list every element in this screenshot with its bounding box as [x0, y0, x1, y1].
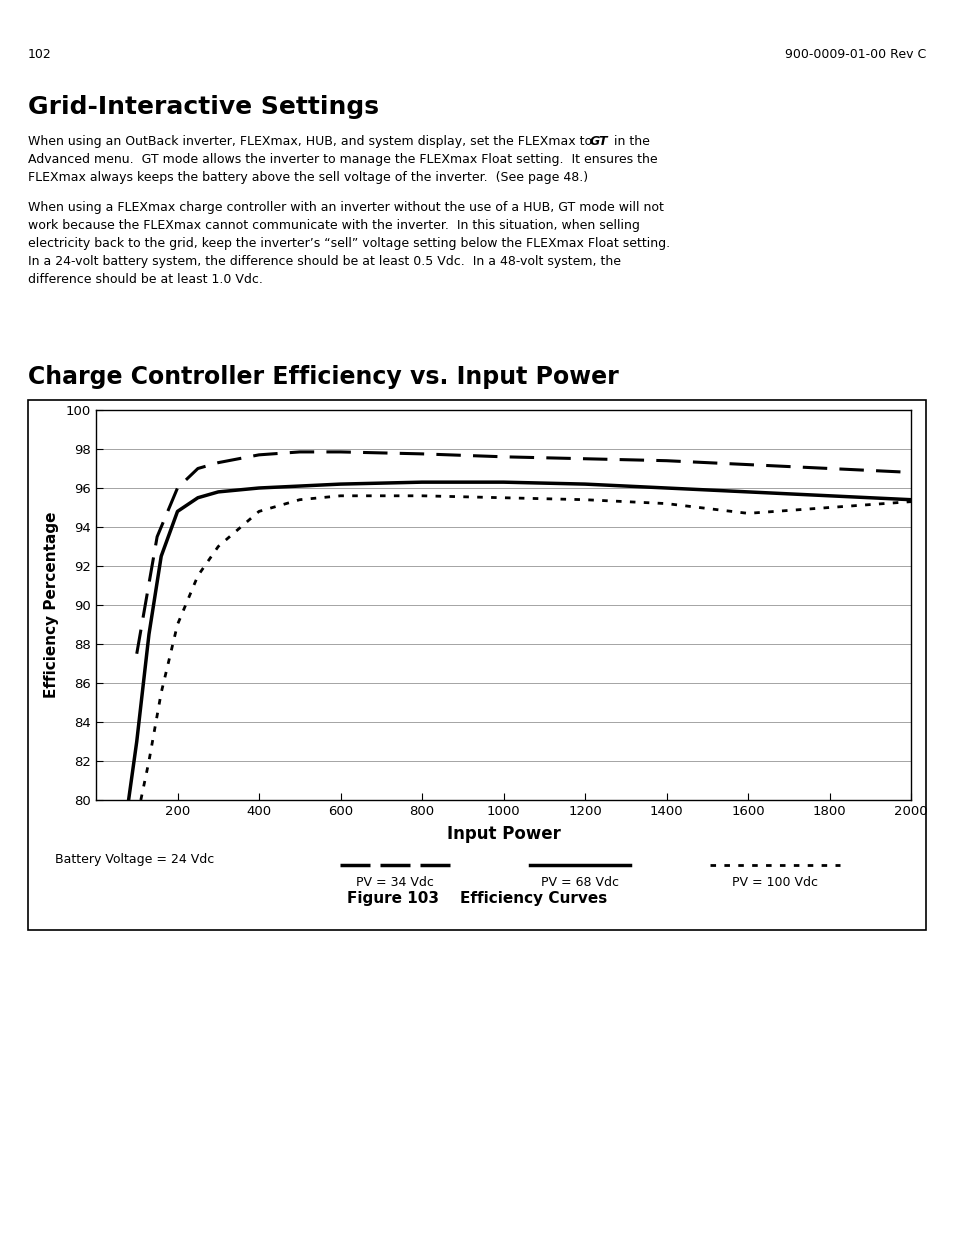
Y-axis label: Efficiency Percentage: Efficiency Percentage: [44, 511, 59, 698]
Text: GT: GT: [589, 135, 608, 148]
Text: Applications: Applications: [39, 35, 135, 49]
Text: Grid-Interactive Settings: Grid-Interactive Settings: [28, 95, 378, 119]
Text: When using a FLEXmax charge controller with an inverter without the use of a HUB: When using a FLEXmax charge controller w…: [28, 201, 663, 214]
Text: in the: in the: [609, 135, 649, 148]
Text: Battery Voltage = 24 Vdc: Battery Voltage = 24 Vdc: [55, 853, 214, 867]
Text: PV = 100 Vdc: PV = 100 Vdc: [731, 876, 817, 888]
Text: Charge Controller Efficiency vs. Input Power: Charge Controller Efficiency vs. Input P…: [28, 366, 618, 389]
Text: 900-0009-01-00 Rev C: 900-0009-01-00 Rev C: [784, 48, 925, 61]
Text: PV = 34 Vdc: PV = 34 Vdc: [355, 876, 434, 888]
Text: PV = 68 Vdc: PV = 68 Vdc: [540, 876, 618, 888]
Text: When using an OutBack inverter, FLEXmax, HUB, and system display, set the FLEXma: When using an OutBack inverter, FLEXmax,…: [28, 135, 596, 148]
Text: work because the FLEXmax cannot communicate with the inverter.  In this situatio: work because the FLEXmax cannot communic…: [28, 219, 639, 232]
Text: FLEXmax always keeps the battery above the sell voltage of the inverter.  (See p: FLEXmax always keeps the battery above t…: [28, 170, 587, 184]
Text: In a 24-volt battery system, the difference should be at least 0.5 Vdc.  In a 48: In a 24-volt battery system, the differe…: [28, 254, 620, 268]
Text: Figure 103    Efficiency Curves: Figure 103 Efficiency Curves: [347, 890, 606, 905]
Text: Advanced menu.  GT mode allows the inverter to manage the FLEXmax Float setting.: Advanced menu. GT mode allows the invert…: [28, 153, 657, 165]
X-axis label: Input Power: Input Power: [446, 825, 559, 842]
Text: 102: 102: [28, 48, 51, 61]
Text: electricity back to the grid, keep the inverter’s “sell” voltage setting below t: electricity back to the grid, keep the i…: [28, 237, 669, 249]
Text: difference should be at least 1.0 Vdc.: difference should be at least 1.0 Vdc.: [28, 273, 263, 287]
